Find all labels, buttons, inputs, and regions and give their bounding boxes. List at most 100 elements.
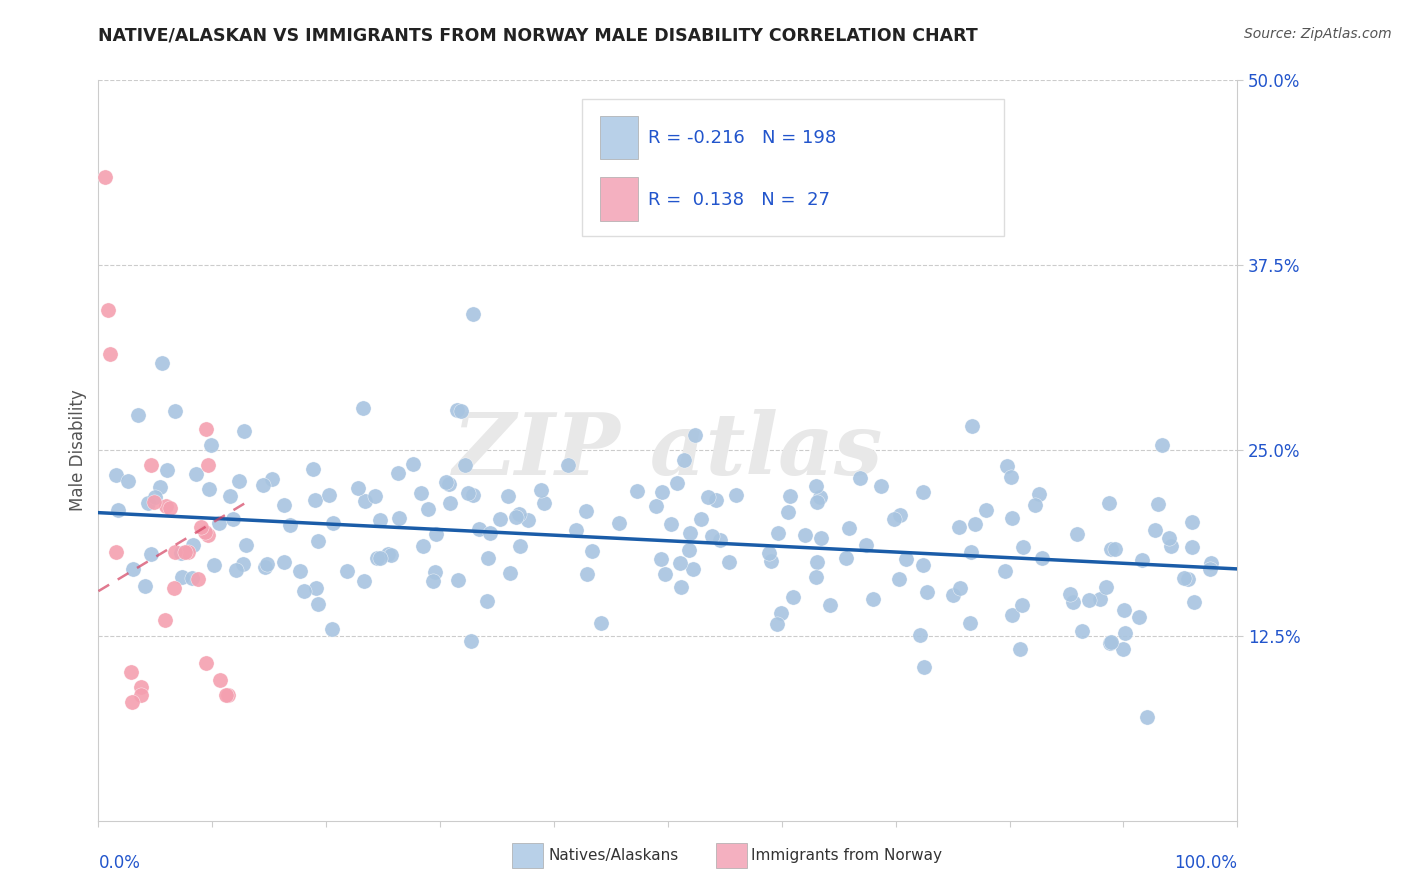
Point xyxy=(364,489,387,503)
Point xyxy=(200,438,222,452)
Point xyxy=(136,496,159,510)
Point xyxy=(104,545,127,559)
Point xyxy=(304,493,326,508)
Point xyxy=(1099,635,1122,649)
Point xyxy=(769,607,792,621)
Point xyxy=(197,458,219,472)
Point xyxy=(758,546,780,560)
Point xyxy=(818,599,841,613)
Point xyxy=(142,495,165,509)
Point xyxy=(704,493,727,508)
Point xyxy=(221,512,243,526)
Point xyxy=(700,528,723,542)
Point xyxy=(1000,469,1022,483)
Point xyxy=(1024,498,1046,512)
Point xyxy=(150,356,173,370)
Point xyxy=(685,428,707,442)
Point xyxy=(121,695,143,709)
FancyBboxPatch shape xyxy=(599,178,638,221)
Point xyxy=(477,551,499,566)
Point xyxy=(1104,542,1126,557)
Point xyxy=(457,485,479,500)
Point xyxy=(163,404,186,418)
Text: 0.0%: 0.0% xyxy=(98,854,141,872)
Point xyxy=(659,516,682,531)
Point xyxy=(305,581,328,595)
Point xyxy=(446,402,468,417)
Point xyxy=(181,571,204,585)
Point xyxy=(454,458,477,473)
Point xyxy=(1001,608,1024,623)
Point xyxy=(1177,572,1199,586)
Point xyxy=(412,540,434,554)
Point xyxy=(766,616,789,631)
Point xyxy=(499,566,522,581)
Point xyxy=(388,510,411,524)
Point xyxy=(1181,516,1204,530)
Point xyxy=(447,573,470,587)
Point xyxy=(725,488,748,502)
Point xyxy=(187,572,209,586)
Point xyxy=(1011,540,1033,554)
Point xyxy=(1199,562,1222,576)
Point xyxy=(273,499,295,513)
Point xyxy=(488,512,510,526)
Point xyxy=(416,501,439,516)
Point xyxy=(235,538,257,552)
Point xyxy=(387,466,409,480)
Point xyxy=(679,526,702,541)
Point xyxy=(219,489,242,503)
Point xyxy=(177,545,200,559)
Point xyxy=(256,558,278,572)
Point xyxy=(409,486,432,500)
Point xyxy=(948,520,970,534)
Point xyxy=(806,555,828,569)
Point xyxy=(353,574,375,588)
Point xyxy=(1144,523,1167,537)
Point xyxy=(1062,595,1084,609)
FancyBboxPatch shape xyxy=(599,116,638,160)
Point xyxy=(1098,636,1121,650)
Point xyxy=(678,543,700,558)
Point xyxy=(509,539,531,553)
Point xyxy=(120,665,142,679)
Point xyxy=(1088,592,1111,607)
Point xyxy=(181,538,204,552)
Point xyxy=(104,467,127,482)
Point xyxy=(278,518,301,533)
Point xyxy=(1157,532,1180,546)
Point xyxy=(346,481,368,495)
Point xyxy=(468,522,491,536)
Point xyxy=(1028,487,1050,501)
Point xyxy=(669,556,692,570)
Point xyxy=(352,401,374,415)
Point xyxy=(215,688,238,702)
Point xyxy=(450,404,472,418)
Point xyxy=(974,503,997,517)
Point xyxy=(170,546,193,560)
Point xyxy=(1128,609,1150,624)
Point xyxy=(260,472,283,486)
Point xyxy=(849,471,872,485)
Point xyxy=(190,520,212,534)
Point xyxy=(959,545,981,559)
Point xyxy=(575,566,598,581)
Point xyxy=(709,533,731,547)
Point xyxy=(1147,497,1170,511)
Point xyxy=(804,479,827,493)
Point xyxy=(225,563,247,577)
Point xyxy=(911,558,934,572)
Point xyxy=(479,525,502,540)
Text: Natives/Alaskans: Natives/Alaskans xyxy=(548,848,679,863)
Point xyxy=(318,488,340,502)
Point xyxy=(645,499,668,513)
Point xyxy=(254,559,277,574)
Point xyxy=(806,494,828,508)
Point xyxy=(252,478,274,492)
Point xyxy=(1112,641,1135,656)
Point xyxy=(1078,592,1101,607)
Point xyxy=(143,490,166,504)
Point xyxy=(232,558,254,572)
Point xyxy=(155,613,177,627)
Point xyxy=(995,458,1018,473)
